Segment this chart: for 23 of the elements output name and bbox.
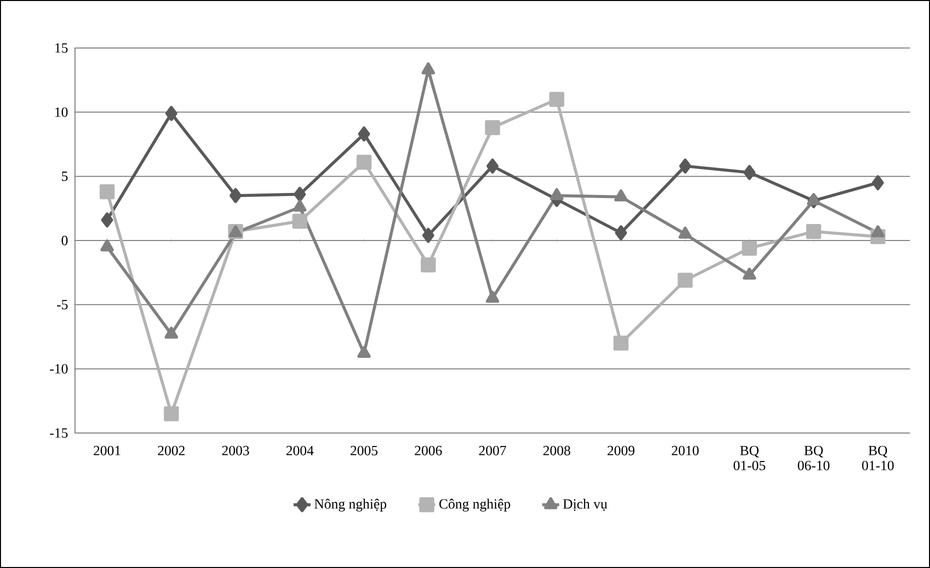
- x-tick-label: BQ 06-10: [798, 446, 830, 470]
- x-tick-label: 2006: [414, 446, 442, 456]
- x-tick-label: 2004: [286, 446, 314, 456]
- x-tick-label: 2007: [479, 446, 506, 456]
- y-tick-label: 15: [55, 43, 68, 53]
- x-tick-label: 2002: [158, 446, 185, 456]
- y-tick-label: -15: [50, 428, 68, 438]
- x-tick-label: BQ 01-05: [734, 446, 766, 470]
- legend-label: Dịch vụ: [563, 498, 608, 511]
- x-tick-label: 2003: [222, 446, 250, 456]
- x-tick-label: 2010: [672, 446, 699, 456]
- y-tick-label: 10: [55, 107, 68, 117]
- y-tick-label: 0: [62, 236, 68, 246]
- x-tick-label: 2008: [543, 446, 570, 456]
- x-tick-label: 2001: [94, 446, 120, 456]
- x-tick-label: BQ 01-10: [862, 446, 894, 470]
- y-tick-label: 5: [62, 172, 68, 181]
- x-tick-label: 2005: [350, 446, 378, 456]
- legend-label: Nông nghiệp: [314, 498, 386, 512]
- y-tick-label: -5: [56, 300, 68, 310]
- legend-label: Công nghiệp: [439, 498, 510, 512]
- x-tick-label: 2009: [608, 446, 634, 456]
- y-tick-label: -10: [50, 364, 68, 374]
